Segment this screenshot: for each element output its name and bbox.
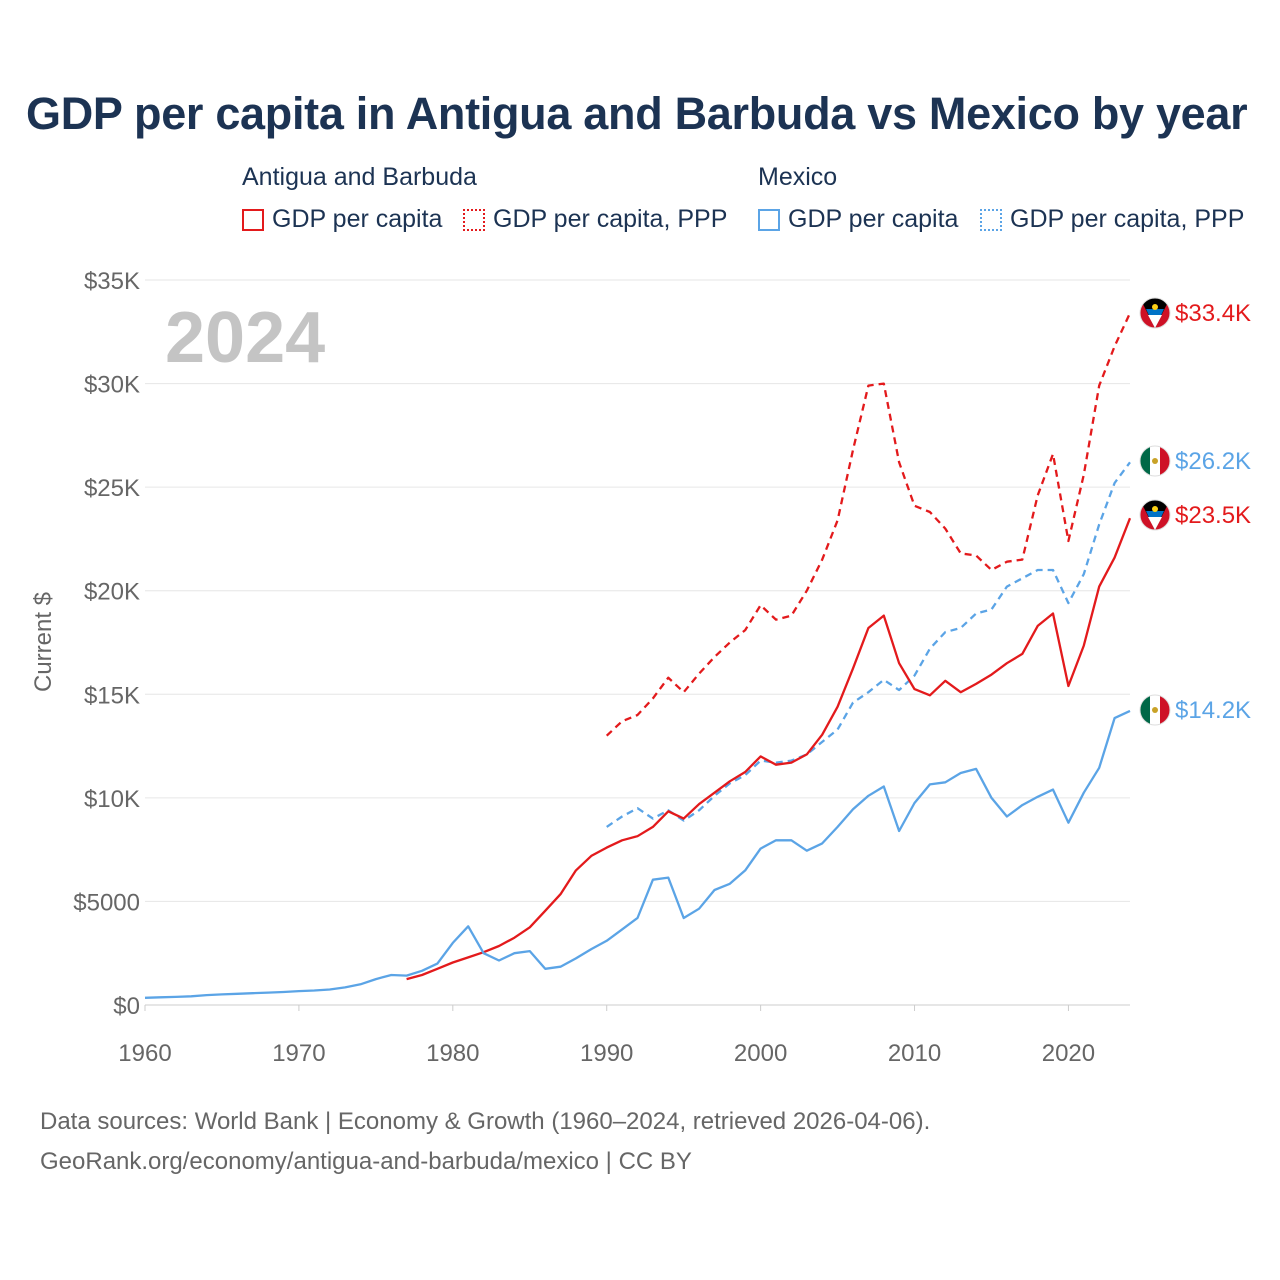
legend-swatch-solid-red [242,208,264,231]
y-tick-label: $5000 [73,889,140,916]
footer-sources: Data sources: World Bank | Economy & Gro… [40,1108,931,1135]
x-tick-label: 2000 [734,1040,787,1067]
legend-item-antigua-gdp[interactable]: GDP per capita [242,205,442,234]
series-line-antigua-ppp[interactable] [605,312,1132,737]
legend-label: GDP per capita [788,205,959,233]
line-chart: $0 $5000 $10K $15K $20K $25K $30K $35K 1960 1970 1… [30,268,1251,1067]
end-label-mexico-ppp: $26.2K [1175,448,1251,475]
mexico-flag-icon [1140,695,1170,725]
legend-label: GDP per capita, PPP [493,205,728,233]
legend-label: GDP per capita, PPP [1010,205,1245,233]
x-tick-label: 2010 [888,1040,941,1067]
legend-label: GDP per capita [272,205,443,233]
series-line-mexico-gdp[interactable] [144,709,1131,999]
y-axis-label: Current $ [30,592,57,692]
legend-swatch-dotted-blue [980,208,1002,231]
series-line-antigua-gdp[interactable] [406,517,1132,981]
legend-item-mexico-ppp[interactable]: GDP per capita, PPP [980,205,1244,234]
legend-group-antigua: Antigua and Barbuda [242,163,477,191]
legend-swatch-solid-blue [758,208,780,231]
legend-swatch-dotted-red [463,208,485,231]
y-tick-label: $30K [84,372,140,399]
end-label-mexico-gdp: $14.2K [1175,697,1251,724]
series-line-mexico-ppp[interactable] [606,461,1131,828]
y-tick-label: $15K [84,682,140,709]
year-watermark: 2024 [165,298,325,378]
y-tick-label: $35K [84,268,140,295]
mexico-flag-icon [1140,446,1170,476]
y-tick-label: $25K [84,475,140,502]
antigua-flag-icon [1140,298,1170,328]
x-tick-label: 1990 [580,1040,633,1067]
end-label-antigua-gdp: $23.5K [1175,502,1251,529]
legend-group-mexico: Mexico [758,163,838,191]
legend-item-antigua-ppp[interactable]: GDP per capita, PPP [463,205,727,234]
x-tick-label: 1970 [272,1040,325,1067]
chart-title: GDP per capita in Antigua and Barbuda vs… [26,88,1248,139]
footer-link[interactable]: GeoRank.org/economy/antigua-and-barbuda/… [40,1148,692,1175]
end-label-antigua-ppp: $33.4K [1175,300,1251,327]
x-tick-label: 2020 [1042,1040,1095,1067]
x-tick-label: 1980 [426,1040,479,1067]
y-tick-label: $0 [113,993,140,1020]
antigua-flag-icon [1140,500,1170,530]
legend-item-mexico-gdp[interactable]: GDP per capita [758,205,958,234]
x-tick-label: 1960 [118,1040,171,1067]
y-tick-label: $20K [84,579,140,606]
y-tick-label: $10K [84,786,140,813]
